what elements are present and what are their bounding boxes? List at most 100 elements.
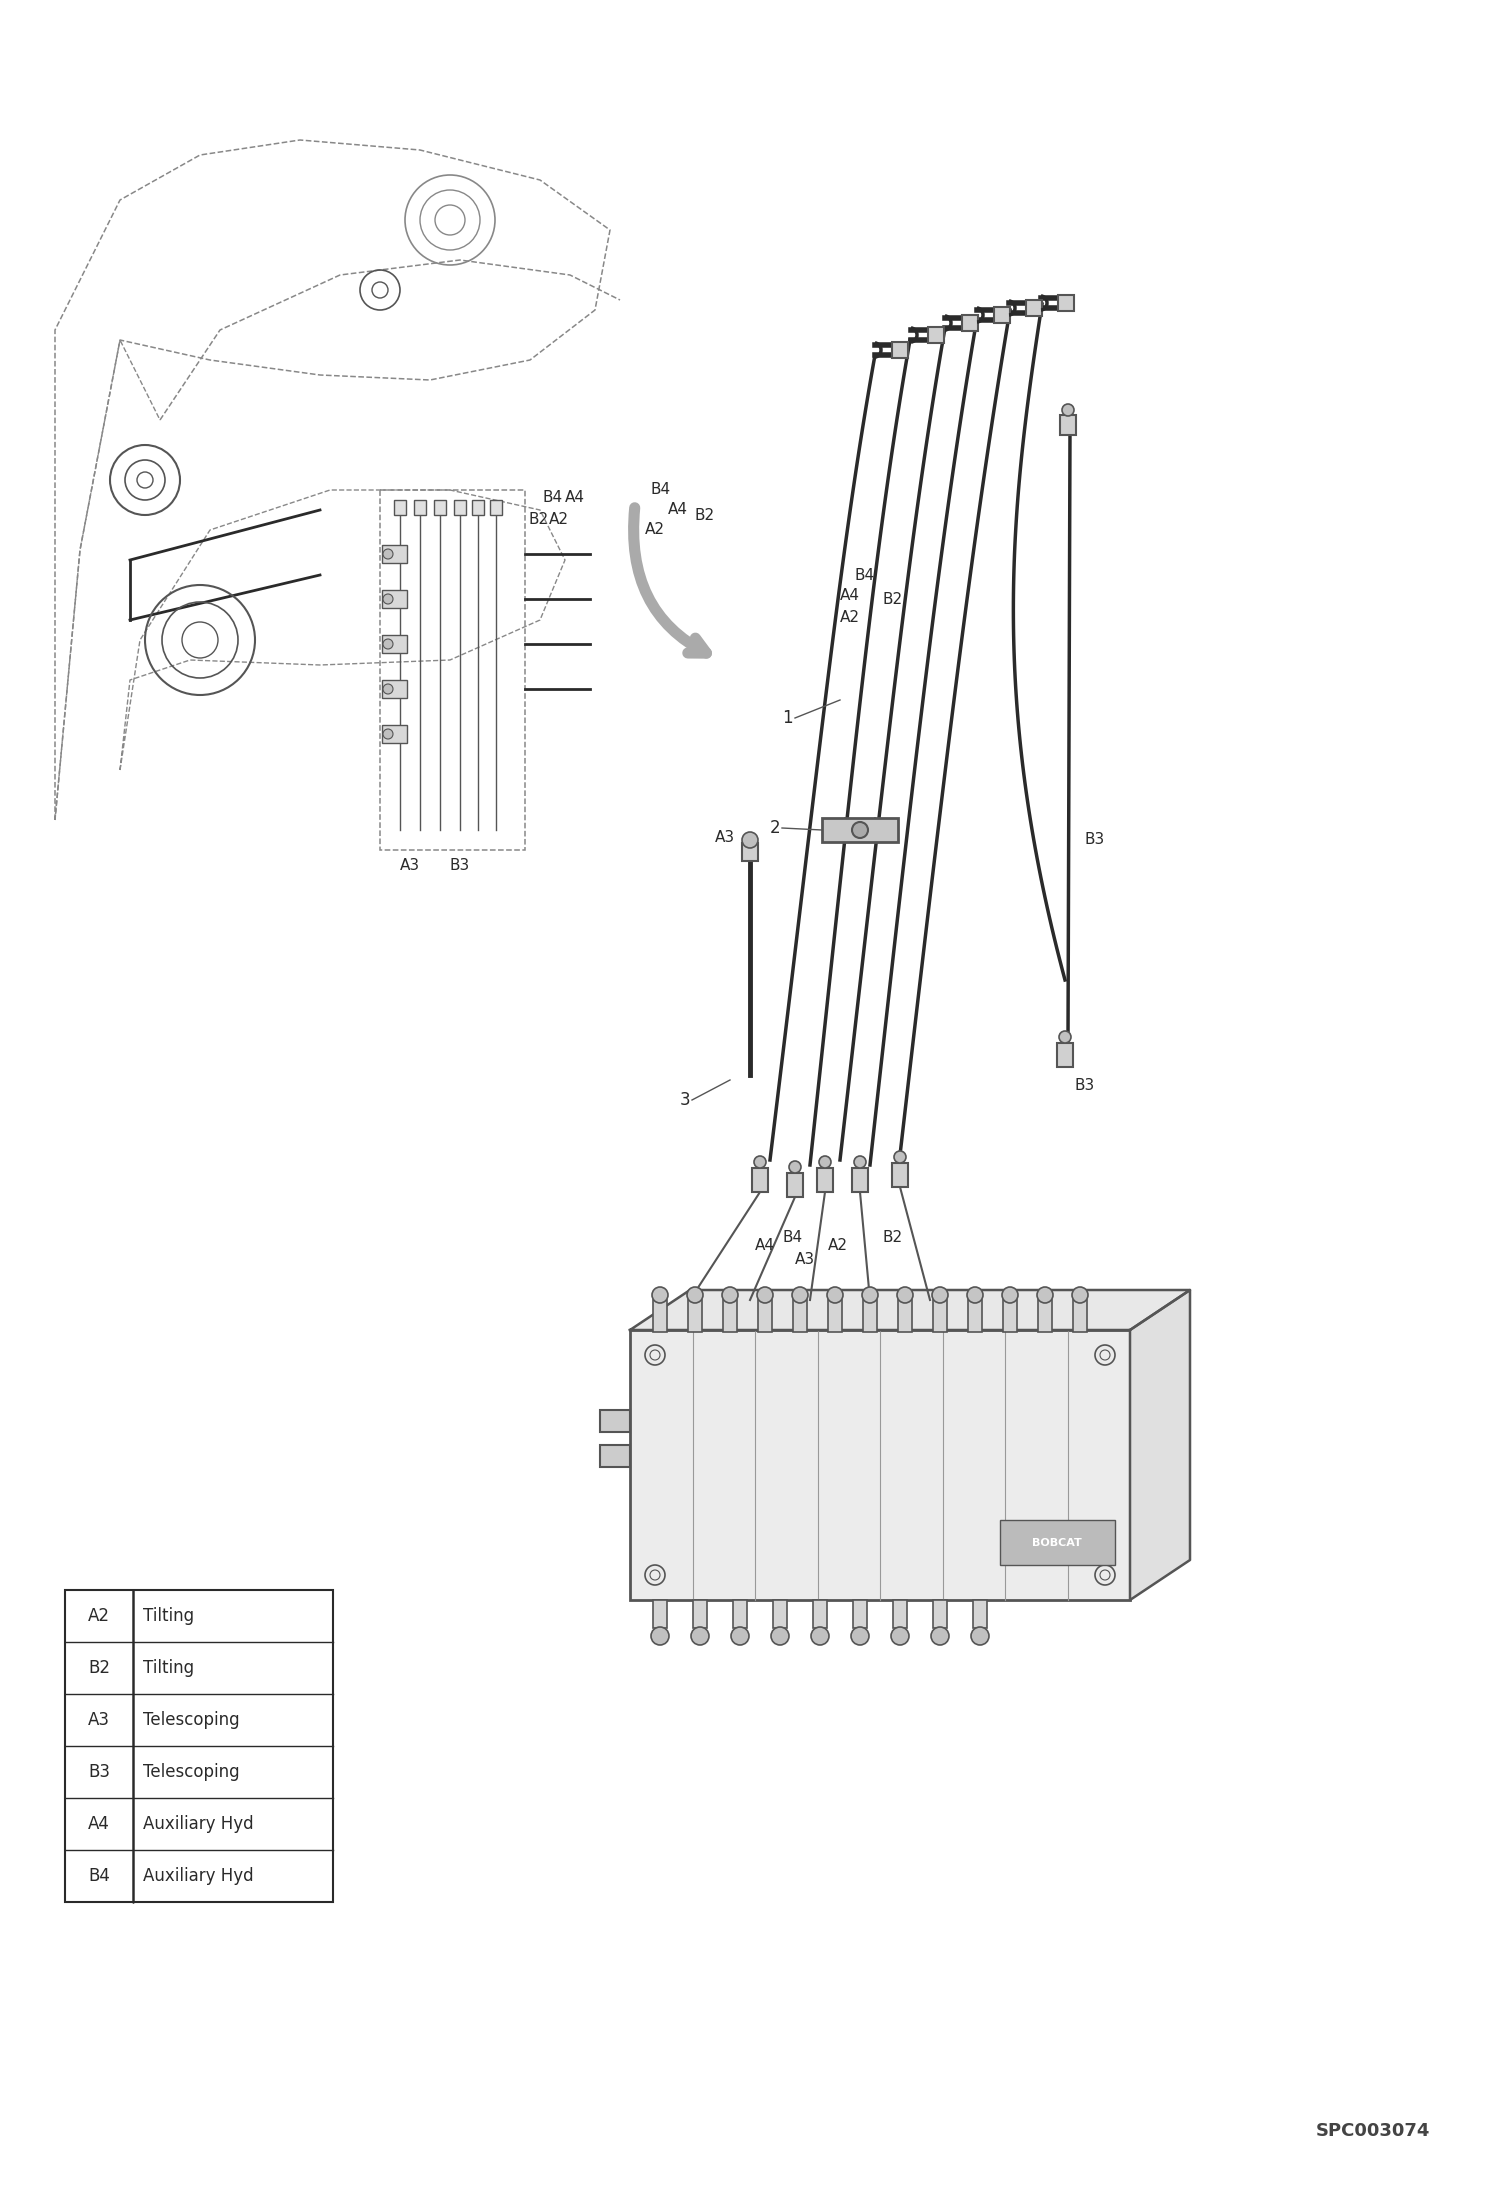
Circle shape [792, 1288, 807, 1303]
Text: B2: B2 [882, 1229, 903, 1244]
Circle shape [731, 1628, 749, 1646]
Circle shape [968, 1288, 983, 1303]
Circle shape [810, 1628, 828, 1646]
Circle shape [383, 685, 392, 693]
Circle shape [1037, 1288, 1053, 1303]
Bar [1073, 1301, 1088, 1332]
Bar [694, 1599, 707, 1628]
Bar [893, 1599, 906, 1628]
Bar [382, 544, 407, 564]
Text: SPC003074: SPC003074 [1315, 2122, 1431, 2139]
Text: B4: B4 [782, 1229, 801, 1244]
Text: Tilting: Tilting [142, 1606, 195, 1626]
Bar [852, 1599, 867, 1628]
Bar [927, 327, 944, 342]
Circle shape [894, 1152, 906, 1163]
Bar [472, 500, 484, 516]
Text: A4: A4 [88, 1814, 109, 1832]
Bar [688, 1301, 703, 1332]
FancyArrowPatch shape [634, 507, 707, 654]
Text: Auxiliary Hyd: Auxiliary Hyd [142, 1814, 253, 1832]
Circle shape [1002, 1288, 1019, 1303]
Bar [382, 590, 407, 608]
Bar [1026, 301, 1043, 316]
Circle shape [819, 1156, 831, 1167]
Bar [816, 1167, 833, 1191]
Text: A2: A2 [548, 513, 569, 527]
Circle shape [852, 823, 867, 838]
Bar [631, 1330, 1129, 1599]
Bar [968, 1301, 983, 1332]
Circle shape [897, 1288, 912, 1303]
Text: B3: B3 [449, 858, 470, 873]
Text: A2: A2 [88, 1606, 109, 1626]
Text: Telescoping: Telescoping [142, 1711, 240, 1729]
Bar [454, 500, 466, 516]
Bar [813, 1599, 827, 1628]
Bar [742, 842, 758, 860]
Bar [490, 500, 502, 516]
Circle shape [652, 1628, 670, 1646]
Circle shape [789, 1161, 801, 1174]
Text: A2: A2 [840, 610, 860, 625]
Text: B4: B4 [542, 491, 563, 505]
Bar [1004, 1301, 1017, 1332]
Text: B2: B2 [529, 513, 550, 527]
Text: A2: A2 [828, 1237, 848, 1253]
Bar [1038, 1301, 1052, 1332]
Circle shape [383, 595, 392, 603]
Bar [382, 634, 407, 654]
Circle shape [891, 1628, 909, 1646]
Text: A4: A4 [565, 491, 586, 505]
Bar [792, 1301, 807, 1332]
Bar [891, 342, 908, 358]
Text: Tilting: Tilting [142, 1659, 195, 1676]
Text: B3: B3 [1076, 1077, 1095, 1093]
Bar [852, 1167, 867, 1191]
Polygon shape [631, 1290, 1189, 1330]
Circle shape [756, 1288, 773, 1303]
Bar [653, 1301, 667, 1332]
Text: A3: A3 [88, 1711, 109, 1729]
Bar [897, 1301, 912, 1332]
Text: 1: 1 [782, 709, 792, 726]
Text: A4: A4 [755, 1237, 774, 1253]
Circle shape [691, 1628, 709, 1646]
Bar [724, 1301, 737, 1332]
Circle shape [383, 728, 392, 739]
Circle shape [1073, 1288, 1088, 1303]
Text: A4: A4 [840, 588, 860, 603]
Circle shape [932, 1288, 948, 1303]
Text: B3: B3 [1085, 832, 1106, 847]
Bar [733, 1599, 748, 1628]
Text: B4: B4 [855, 568, 875, 581]
Text: A2: A2 [646, 522, 665, 538]
Bar [962, 316, 978, 331]
Bar [1061, 415, 1076, 434]
Bar [413, 500, 425, 516]
Circle shape [383, 548, 392, 559]
Bar [773, 1599, 786, 1628]
Polygon shape [1129, 1290, 1189, 1599]
Circle shape [851, 1628, 869, 1646]
Bar [995, 307, 1010, 323]
Circle shape [722, 1288, 739, 1303]
Bar [653, 1599, 667, 1628]
Text: B2: B2 [88, 1659, 109, 1676]
Circle shape [861, 1288, 878, 1303]
Bar [1001, 1520, 1115, 1564]
Bar [394, 500, 406, 516]
Text: B4: B4 [650, 483, 670, 498]
Bar [380, 489, 524, 849]
Text: 3: 3 [680, 1090, 691, 1108]
Bar [822, 818, 897, 842]
Text: B4: B4 [88, 1867, 109, 1885]
Text: A3: A3 [715, 832, 736, 845]
Circle shape [827, 1288, 843, 1303]
Bar [758, 1301, 771, 1332]
Bar [64, 1591, 333, 1902]
Bar [933, 1301, 947, 1332]
Bar [382, 724, 407, 744]
Circle shape [383, 638, 392, 649]
Bar [1058, 1042, 1073, 1066]
